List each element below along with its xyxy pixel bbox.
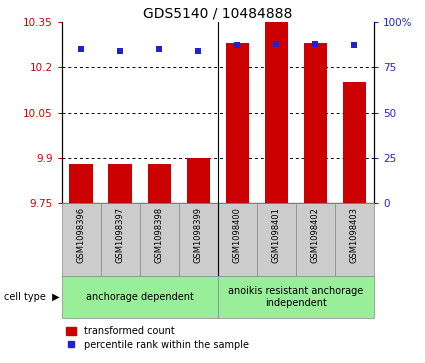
Bar [62, 203, 101, 276]
Text: GSM1098397: GSM1098397 [116, 207, 125, 263]
Text: GSM1098398: GSM1098398 [155, 207, 164, 263]
Bar [218, 203, 257, 276]
Text: GSM1098400: GSM1098400 [233, 207, 242, 263]
Text: GSM1098396: GSM1098396 [76, 207, 86, 263]
Bar [226, 43, 249, 203]
Bar [101, 203, 140, 276]
Bar [179, 203, 218, 276]
Bar [343, 82, 366, 203]
Text: anchorage dependent: anchorage dependent [86, 292, 194, 302]
Legend: transformed count, percentile rank within the sample: transformed count, percentile rank withi… [66, 326, 249, 350]
Text: GSM1098399: GSM1098399 [194, 207, 203, 263]
Bar [62, 276, 218, 318]
Bar [335, 203, 374, 276]
Text: GSM1098402: GSM1098402 [311, 207, 320, 263]
Bar [147, 164, 171, 203]
Bar [257, 203, 296, 276]
Bar [108, 164, 132, 203]
Bar [140, 203, 179, 276]
Bar [296, 203, 335, 276]
Text: cell type  ▶: cell type ▶ [4, 292, 60, 302]
Bar [218, 276, 374, 318]
Bar [265, 22, 288, 203]
Bar [304, 43, 327, 203]
Bar [187, 158, 210, 203]
Bar [69, 164, 93, 203]
Text: anoikis resistant anchorage
independent: anoikis resistant anchorage independent [228, 286, 363, 307]
Text: GSM1098403: GSM1098403 [350, 207, 359, 263]
Text: GSM1098401: GSM1098401 [272, 207, 281, 263]
Title: GDS5140 / 10484888: GDS5140 / 10484888 [143, 7, 292, 21]
